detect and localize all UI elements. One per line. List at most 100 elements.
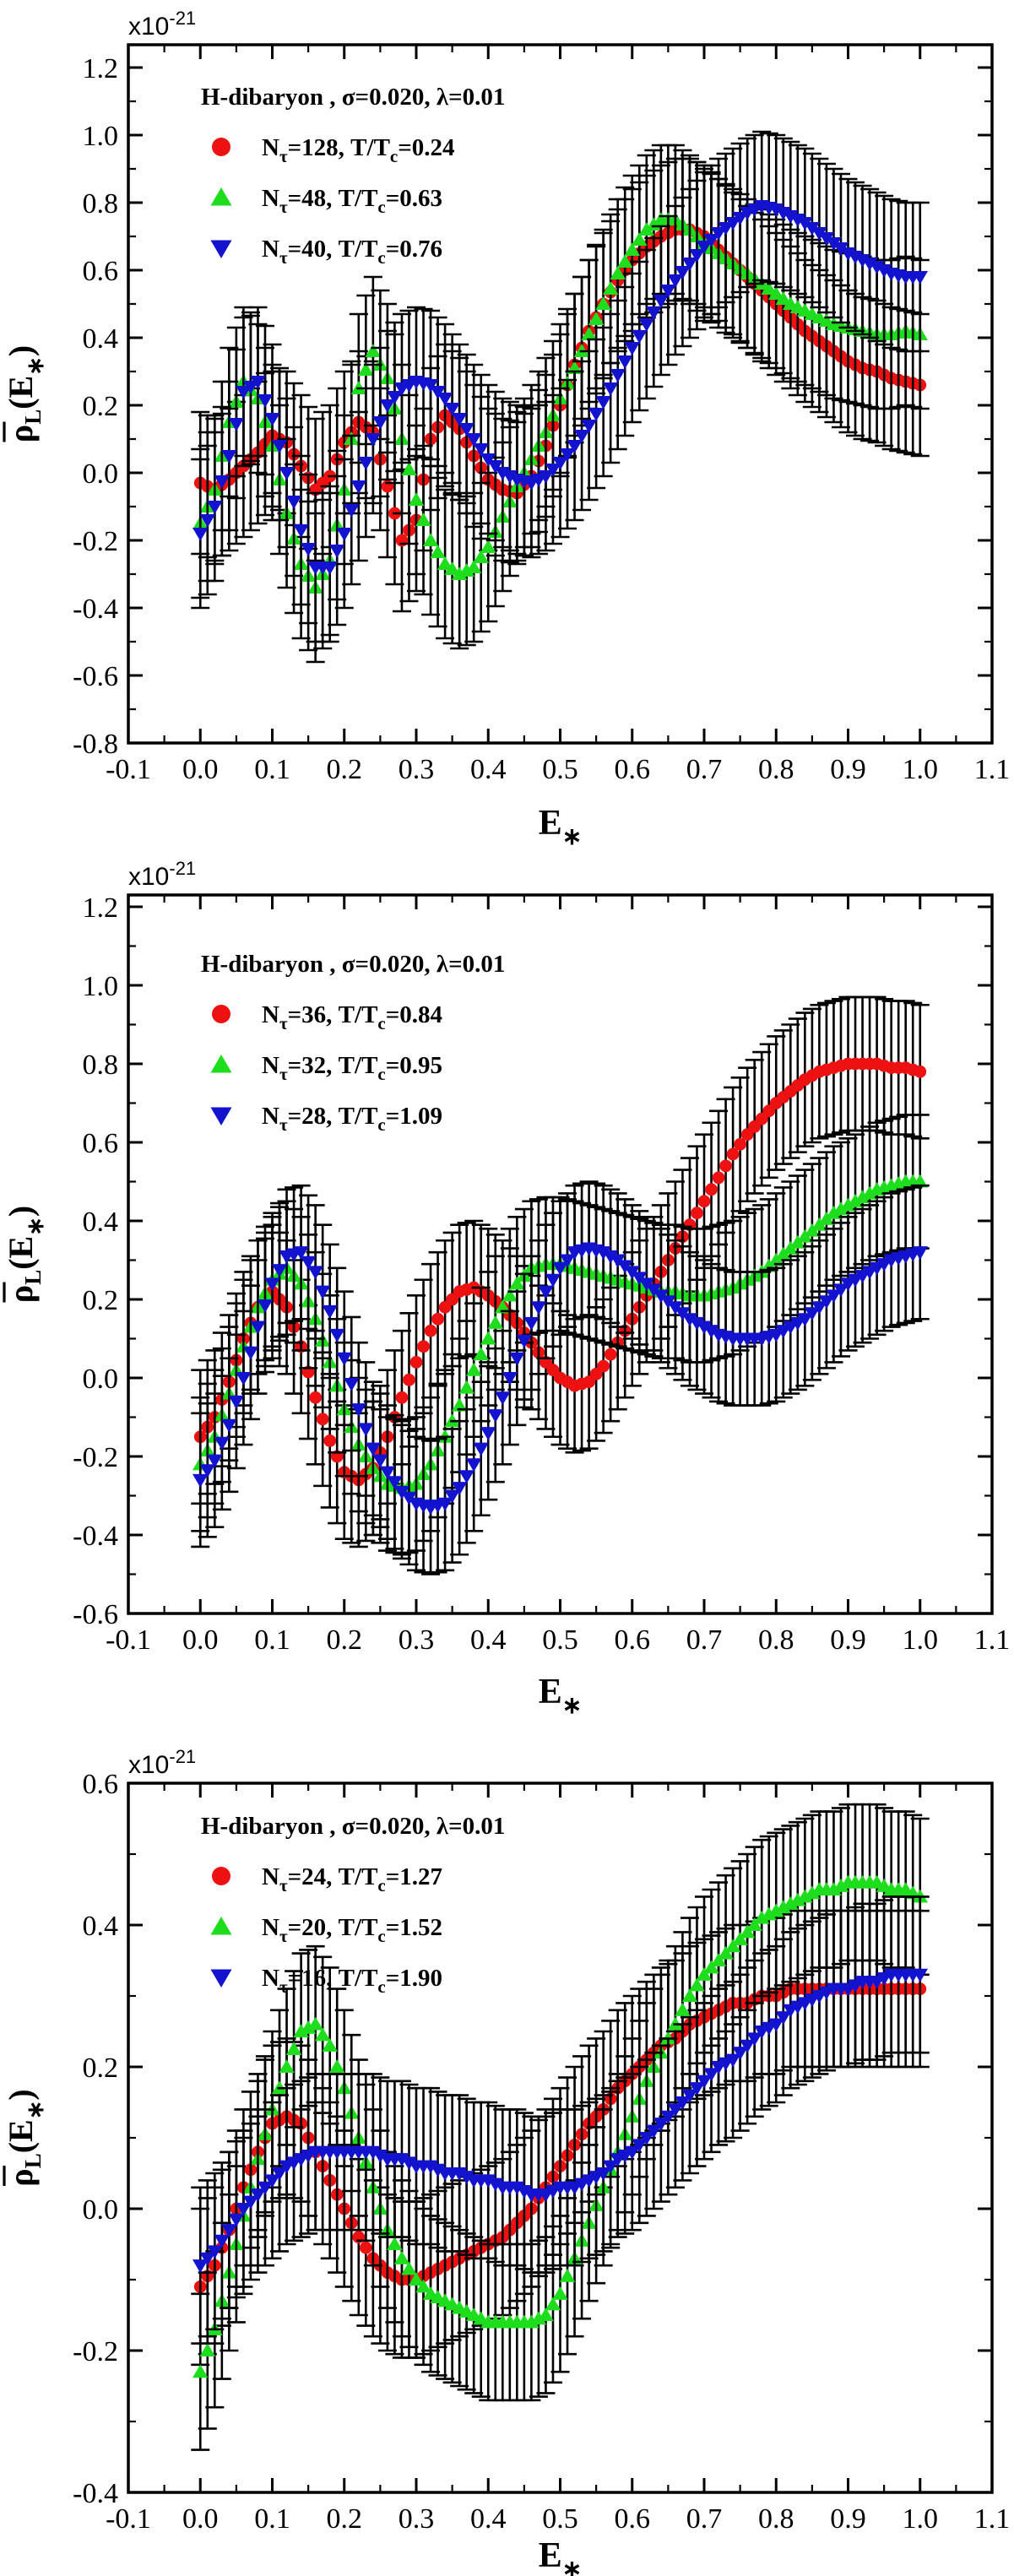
svg-text:0.8: 0.8 — [758, 754, 794, 785]
svg-text:0.1: 0.1 — [254, 2503, 290, 2535]
svg-text:0.6: 0.6 — [83, 1769, 119, 1800]
legend-title: H-dibaryon , σ=0.020, λ=0.01 — [201, 1813, 505, 1840]
svg-text:0.8: 0.8 — [758, 2503, 794, 2535]
legend-entry-ntau-36: Nτ=36, T/Tc=0.84 — [262, 1001, 442, 1033]
svg-text:0.3: 0.3 — [399, 754, 435, 785]
svg-text:0.9: 0.9 — [830, 1624, 866, 1656]
svg-text:ρL(E∗): ρL(E∗) — [2, 345, 48, 442]
x-tick-labels: -0.1 0.0 0.1 0.2 0.3 0.4 0.5 0.6 0.7 0.8 0.9 1.0 1.1 — [106, 754, 1010, 785]
svg-text:0.1: 0.1 — [254, 754, 290, 785]
svg-text:0.8: 0.8 — [758, 1624, 794, 1656]
svg-text:1.0: 1.0 — [83, 121, 119, 152]
svg-text:0.8: 0.8 — [83, 188, 119, 220]
svg-text:1.0: 1.0 — [903, 754, 939, 785]
legend-entry-ntau-32: Nτ=32, T/Tc=0.95 — [262, 1052, 442, 1084]
legend-title: H-dibaryon , σ=0.020, λ=0.01 — [201, 951, 505, 978]
svg-text:1.1: 1.1 — [974, 754, 1011, 785]
y-scale-label: x10-21 — [128, 859, 196, 891]
svg-text:1.2: 1.2 — [83, 53, 119, 84]
svg-text:0.8: 0.8 — [83, 1049, 119, 1081]
x-axis-title: E∗ — [539, 2536, 582, 2576]
x-tick-labels: -0.1 0.0 0.1 0.2 0.3 0.4 0.5 0.6 0.7 0.8 0.9 1.0 1.1 — [106, 1624, 1010, 1656]
svg-text:0.6: 0.6 — [615, 1624, 651, 1656]
y-scale-label: x10-21 — [128, 8, 196, 41]
svg-text:ρL(E∗): ρL(E∗) — [2, 2089, 48, 2186]
svg-text:-0.1: -0.1 — [106, 2503, 151, 2535]
svg-text:-0.2: -0.2 — [73, 1442, 118, 1473]
svg-text:0.7: 0.7 — [686, 2503, 723, 2535]
svg-text:0.0: 0.0 — [83, 458, 119, 490]
svg-text:1.1: 1.1 — [974, 1624, 1011, 1656]
svg-text:0.7: 0.7 — [686, 754, 723, 785]
svg-text:0.7: 0.7 — [686, 1624, 723, 1656]
svg-text:-0.2: -0.2 — [73, 2336, 118, 2367]
axis-ticks — [127, 45, 994, 745]
legend-entry-ntau-28: Nτ=28, T/Tc=1.09 — [262, 1103, 442, 1135]
svg-text:0.6: 0.6 — [615, 2503, 651, 2535]
series-ntau-40 — [191, 130, 930, 643]
panel-middle-near-tc: -0.1 0.0 0.1 0.2 0.3 0.4 0.5 0.6 0.7 0.8 0.9 1.0 1.1… — [2, 859, 1010, 1717]
svg-text:ρL(E∗): ρL(E∗) — [2, 1206, 48, 1303]
svg-text:0.0: 0.0 — [182, 1624, 219, 1656]
svg-text:0.5: 0.5 — [542, 2503, 578, 2535]
svg-text:0.1: 0.1 — [254, 1624, 290, 1656]
svg-text:0.2: 0.2 — [83, 2053, 119, 2084]
svg-text:0.3: 0.3 — [399, 1624, 435, 1656]
legend-entry-ntau-128: Nτ=128, T/Tc=0.24 — [262, 134, 455, 166]
axis-ticks — [127, 895, 994, 1615]
svg-text:-0.6: -0.6 — [73, 661, 118, 692]
svg-text:0.5: 0.5 — [542, 1624, 578, 1656]
y-axis-title: ρL(E∗) — [2, 345, 48, 442]
panel-bottom-high-temperature: -0.1 0.0 0.1 0.2 0.3 0.4 0.5 0.6 0.7 0.8 0.9 1.0 1.1… — [2, 1746, 1010, 2576]
svg-text:0.9: 0.9 — [830, 754, 866, 785]
y-scale-label: x10-21 — [128, 1746, 196, 1779]
svg-text:0.4: 0.4 — [83, 323, 119, 355]
data-points — [192, 199, 928, 575]
data-points — [192, 1242, 928, 1516]
svg-text:-0.8: -0.8 — [73, 729, 118, 760]
y-axis-title: ρL(E∗) — [2, 2089, 48, 2186]
series-ntau-28 — [191, 1180, 930, 1575]
x-tick-labels: -0.1 0.0 0.1 0.2 0.3 0.4 0.5 0.6 0.7 0.8 0.9 1.0 1.1 — [106, 2503, 1010, 2535]
svg-text:0.4: 0.4 — [470, 754, 507, 785]
legend-entry-ntau-40: Nτ=40, T/Tc=0.76 — [262, 236, 442, 268]
svg-text:0.4: 0.4 — [470, 2503, 507, 2535]
series-ntau-16 — [191, 1895, 930, 2345]
svg-text:0.4: 0.4 — [470, 1624, 507, 1656]
y-tick-labels: -0.6 -0.4 -0.2 0.0 0.2 0.4 0.6 0.8 1.0 1.2 — [73, 892, 118, 1630]
legend: H-dibaryon , σ=0.020, λ=0.01 Nτ=24, T/Tc=… — [201, 1813, 505, 1997]
svg-text:0.2: 0.2 — [83, 391, 119, 422]
svg-text:0.0: 0.0 — [83, 1364, 119, 1395]
svg-text:0.2: 0.2 — [327, 1624, 363, 1656]
svg-text:0.4: 0.4 — [83, 1207, 119, 1238]
legend-entry-ntau-16: Nτ=16, T/Tc=1.90 — [262, 1965, 442, 1997]
svg-text:-0.2: -0.2 — [73, 526, 118, 557]
svg-text:0.6: 0.6 — [615, 754, 651, 785]
svg-text:1.0: 1.0 — [83, 971, 119, 1002]
axis-ticks — [127, 1782, 994, 2494]
svg-text:0.5: 0.5 — [542, 754, 578, 785]
svg-text:-0.1: -0.1 — [106, 754, 151, 785]
svg-text:0.2: 0.2 — [327, 754, 363, 785]
svg-text:-0.4: -0.4 — [73, 594, 118, 625]
data-points — [192, 1968, 928, 2274]
svg-text:0.0: 0.0 — [182, 2503, 219, 2535]
svg-text:1.0: 1.0 — [903, 2503, 939, 2535]
y-tick-labels: -0.4 -0.2 0.0 0.2 0.4 0.6 — [73, 1769, 118, 2509]
svg-text:0.3: 0.3 — [399, 2503, 435, 2535]
svg-text:1.2: 1.2 — [83, 892, 119, 924]
svg-text:0.9: 0.9 — [830, 2503, 866, 2535]
legend: H-dibaryon , σ=0.020, λ=0.01 Nτ=36, T/Tc=… — [201, 951, 505, 1135]
legend-entry-ntau-24: Nτ=24, T/Tc=1.27 — [262, 1863, 442, 1895]
svg-text:-0.1: -0.1 — [106, 1624, 151, 1656]
svg-text:-0.4: -0.4 — [73, 2478, 118, 2509]
svg-text:0.0: 0.0 — [182, 754, 219, 785]
svg-text:0.2: 0.2 — [83, 1285, 119, 1316]
svg-text:-0.6: -0.6 — [73, 1599, 118, 1630]
svg-text:0.2: 0.2 — [327, 2503, 363, 2535]
x-axis-title: E∗ — [539, 1673, 582, 1717]
y-tick-labels: -0.8 -0.6 -0.4 -0.2 0.0 0.2 0.4 0.6 0.8 1.0 1.2 — [73, 53, 118, 760]
svg-text:0.4: 0.4 — [83, 1911, 119, 1942]
svg-text:1.1: 1.1 — [974, 2503, 1011, 2535]
